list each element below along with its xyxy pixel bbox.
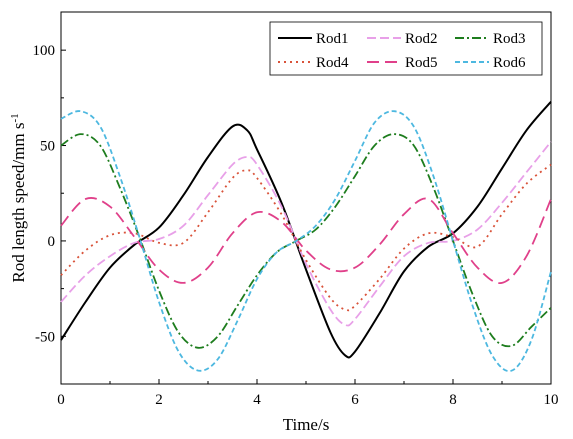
legend-label-rod6: Rod6 (493, 55, 526, 71)
y-axis-title-sup: -1 (9, 113, 21, 122)
series-line-rod3 (60, 133, 552, 349)
x-tick-label: 4 (253, 392, 261, 408)
legend-label-rod4: Rod4 (316, 55, 349, 71)
legend-label-rod1: Rod1 (316, 31, 349, 47)
y-tick-label: 100 (33, 43, 56, 59)
x-tick-label: 0 (57, 392, 65, 408)
x-tick-label: 2 (155, 392, 163, 408)
series-line-rod6 (60, 110, 552, 373)
series-line-rod5 (60, 197, 552, 285)
x-ticks: 0 2 4 6 8 10 (57, 379, 559, 408)
y-tick-label: -50 (35, 329, 55, 345)
series-line-rod2 (60, 141, 552, 327)
x-tick-label: 6 (351, 392, 359, 408)
legend: Rod1 Rod2 Rod3 Rod4 Rod5 Rod6 (269, 21, 543, 76)
y-axis-title-main: Rod length speed/mm s (9, 123, 28, 283)
series-layer (60, 101, 552, 373)
series-line-rod4 (60, 163, 552, 312)
y-ticks: -50 0 50 100 (33, 43, 66, 345)
y-tick-label: 50 (40, 139, 55, 155)
x-tick-label: 8 (449, 392, 457, 408)
legend-label-rod5: Rod5 (405, 55, 438, 71)
legend-box (269, 21, 543, 76)
y-axis-title: Rod length speed/mm s-1 (9, 113, 28, 282)
series-line-rod1 (60, 101, 552, 359)
x-axis-title: Time/s (283, 415, 330, 434)
legend-label-rod3: Rod3 (493, 31, 526, 47)
x-tick-label: 10 (544, 392, 559, 408)
y-tick-label: 0 (48, 234, 56, 250)
legend-label-rod2: Rod2 (405, 31, 438, 47)
